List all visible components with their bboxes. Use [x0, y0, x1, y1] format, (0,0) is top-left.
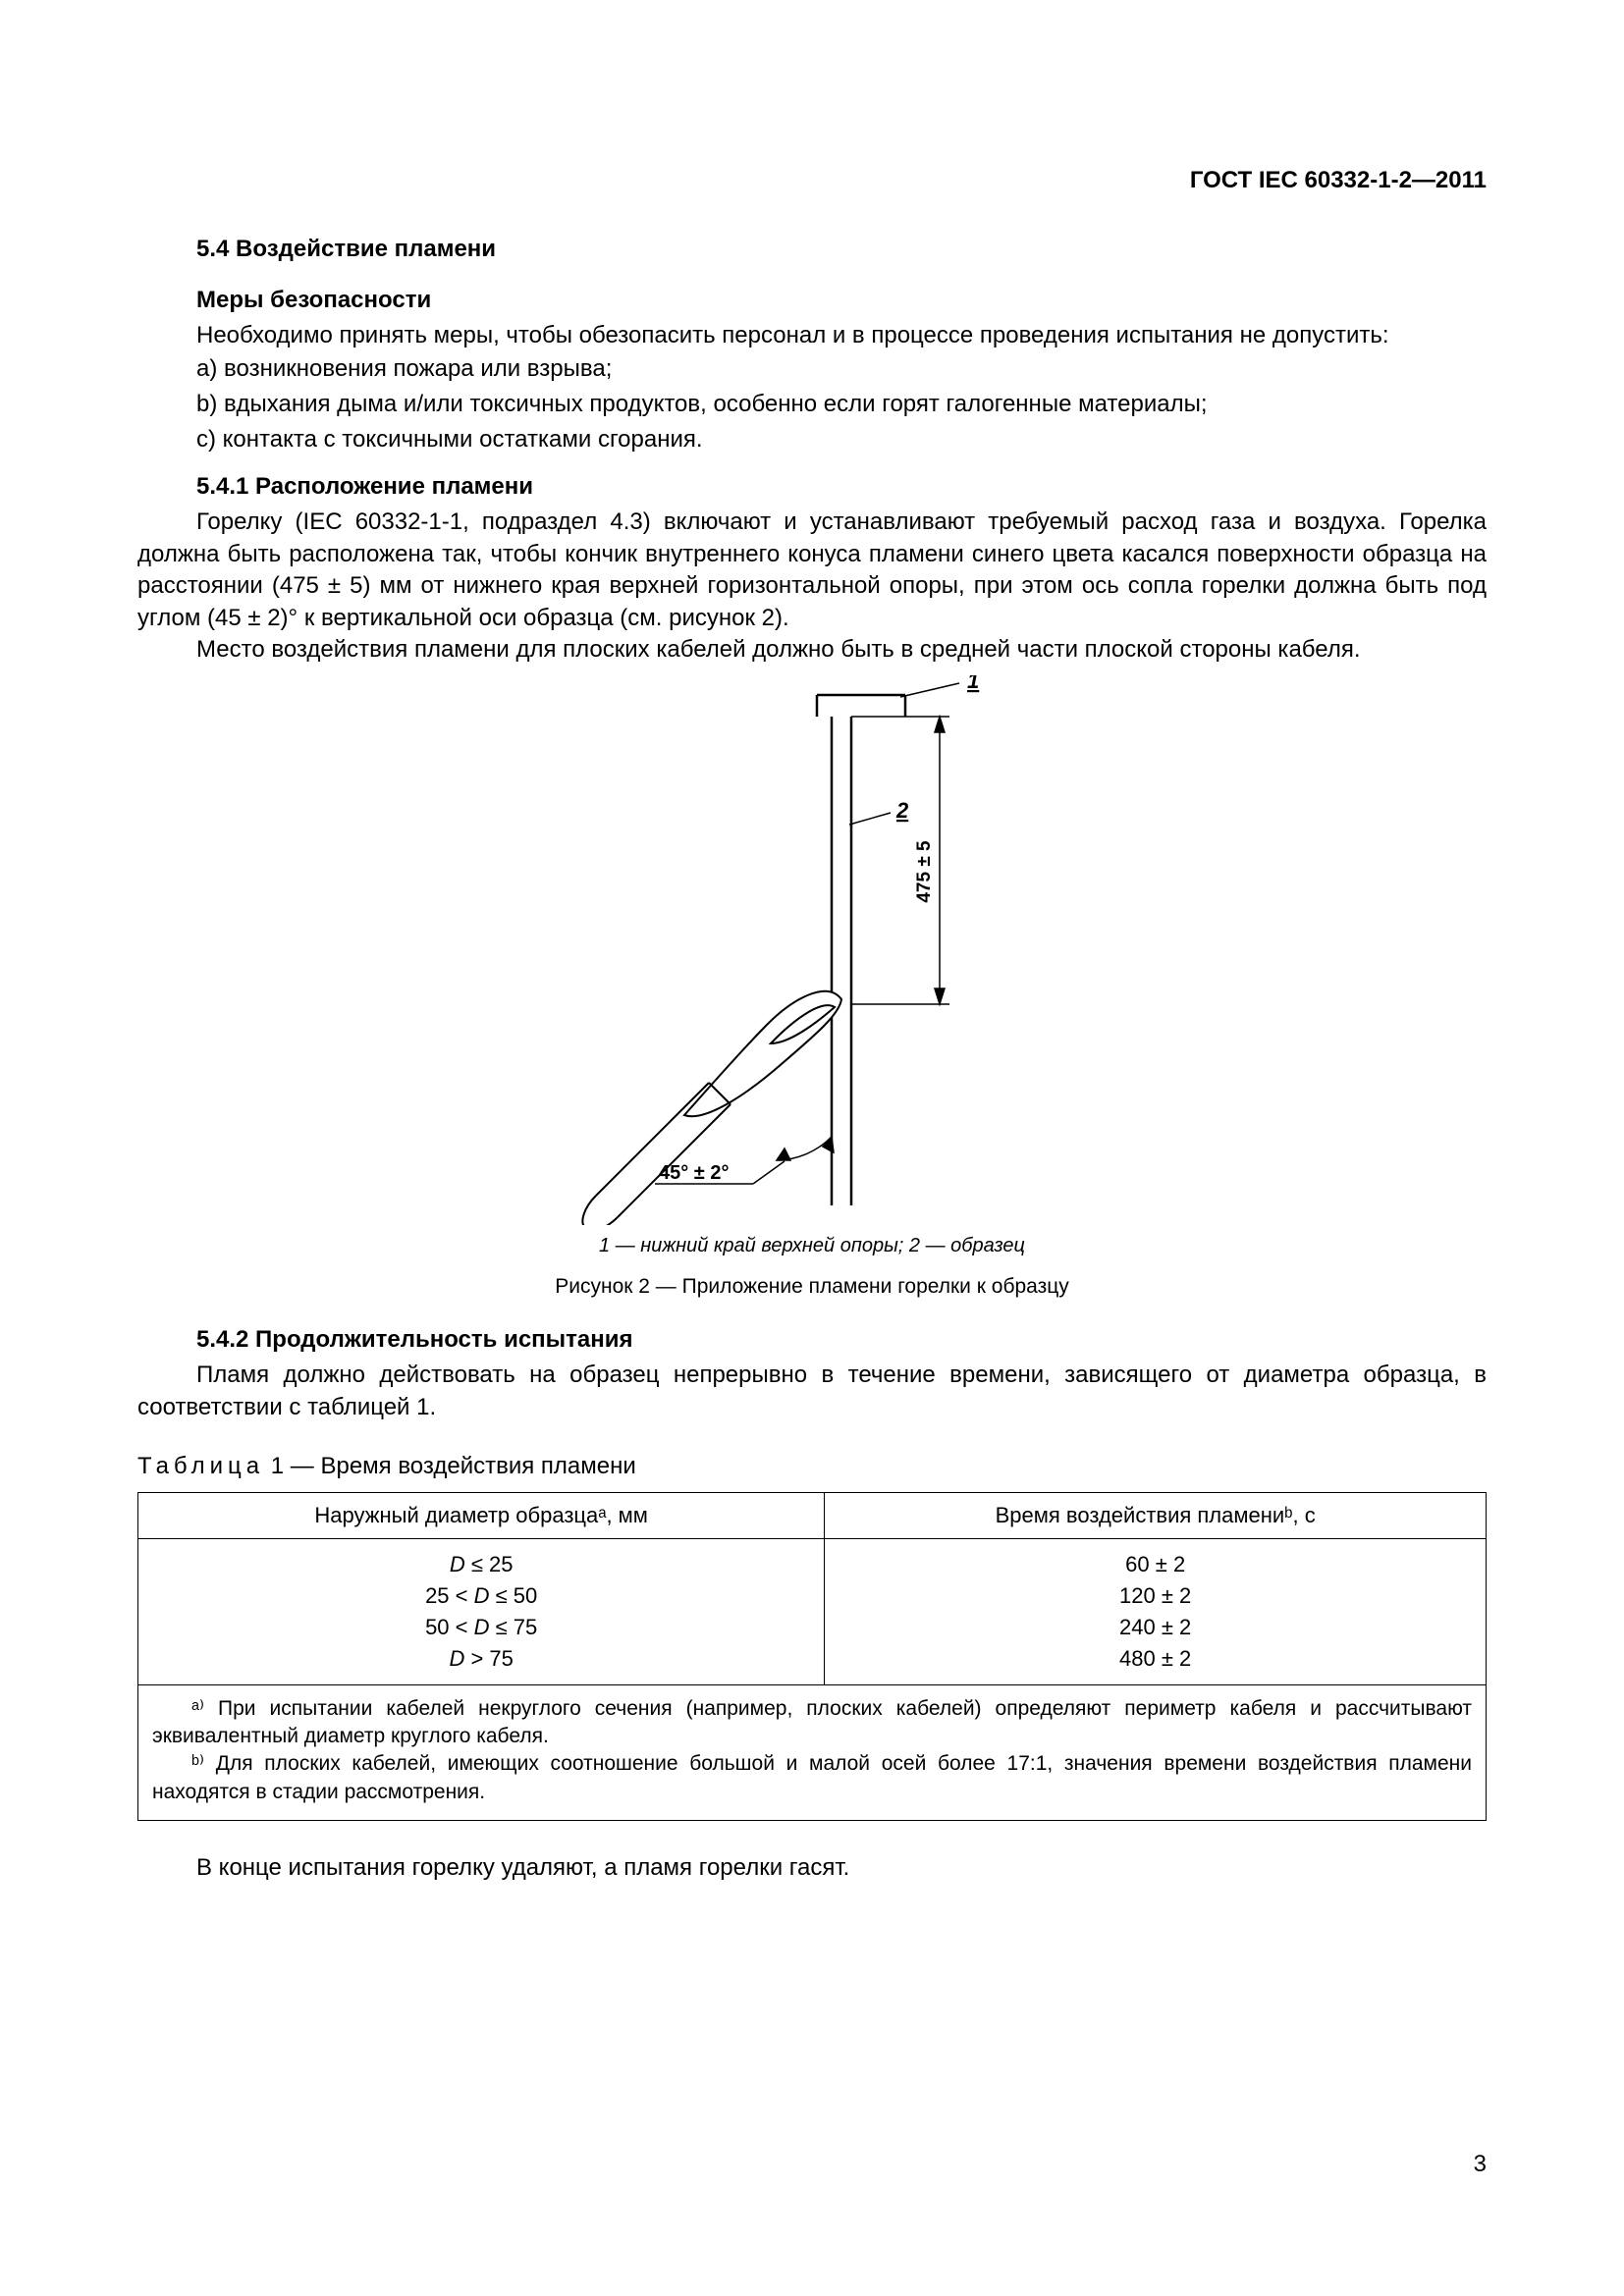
table-col2-header: Время воздействия пламениᵇ, с — [825, 1493, 1487, 1539]
table-1: Наружный диаметр образцаᵃ, мм Время возд… — [137, 1492, 1487, 1685]
document-code: ГОСТ IEC 60332-1-2—2011 — [1190, 167, 1487, 194]
section-5-4-1-title: 5.4.1 Расположение пламени — [137, 473, 1487, 501]
figure-label-2: 2 — [895, 798, 909, 823]
table-notes: ᵃ⁾ При испытании кабелей некруглого сече… — [137, 1685, 1487, 1821]
figure-dimension: 475 ± 5 — [914, 840, 935, 903]
page-number: 3 — [1474, 2151, 1487, 2178]
figure-angle: 45° ± 2° — [659, 1162, 729, 1184]
table-note-b: ᵇ⁾ Для плоских кабелей, имеющих соотноше… — [152, 1750, 1472, 1806]
s541-p1: Горелку (IEC 60332-1-1, подраздел 4.3) в… — [137, 507, 1487, 634]
figure-2: 1 475 ± 5 2 — [137, 675, 1487, 1299]
table-col2-cells: 60 ± 2 120 ± 2 240 ± 2 480 ± 2 — [825, 1539, 1487, 1685]
table-1-label: Таблица 1 — Время воздействия пламени — [137, 1453, 1487, 1480]
section-5-4-title: 5.4 Воздействие пламени — [137, 236, 1487, 263]
table-col1-header: Наружный диаметр образцаᵃ, мм — [138, 1493, 825, 1539]
table-header-row: Наружный диаметр образцаᵃ, мм Время возд… — [138, 1493, 1487, 1539]
figure-caption: Рисунок 2 — Приложение пламени горелки к… — [137, 1275, 1487, 1299]
safety-intro: Необходимо принять меры, чтобы обезопаси… — [137, 320, 1487, 351]
safety-item-c: с) контакта с токсичными остатками сгора… — [137, 422, 1487, 457]
figure-legend: 1 — нижний край верхней опоры; 2 — образ… — [137, 1235, 1487, 1257]
figure-label-1: 1 — [967, 675, 979, 693]
safety-item-a: а) возникновения пожара или взрыва; — [137, 351, 1487, 387]
s541-p2: Место воздействия пламени для плоских ка… — [137, 634, 1487, 666]
s542-p1: Пламя должно действовать на образец непр… — [137, 1360, 1487, 1423]
table-note-a: ᵃ⁾ При испытании кабелей некруглого сече… — [152, 1695, 1472, 1751]
safety-measures-title: Меры безопасности — [137, 287, 1487, 314]
figure-2-svg: 1 475 ± 5 2 — [537, 675, 1087, 1225]
section-5-4-2-title: 5.4.2 Продолжительность испытания — [137, 1326, 1487, 1354]
safety-item-b: b) вдыхания дыма и/или токсичных продукт… — [137, 387, 1487, 422]
table-col1-cells: D ≤ 25 25 < D ≤ 50 50 < D ≤ 75 D > 75 — [138, 1539, 825, 1685]
closing-text: В конце испытания горелку удаляют, а пла… — [137, 1852, 1487, 1884]
table-data-row: D ≤ 25 25 < D ≤ 50 50 < D ≤ 75 D > 75 60… — [138, 1539, 1487, 1685]
